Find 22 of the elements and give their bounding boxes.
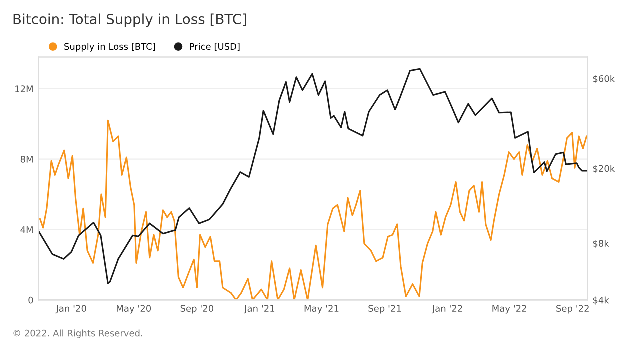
x-tick-label: Sep '20 (180, 305, 214, 314)
x-tick-label: May '22 (492, 305, 526, 314)
x-tick-label: Jan '21 (244, 305, 275, 314)
chart-title: Bitcoin: Total Supply in Loss [BTC] (14, 14, 246, 28)
x-tick-label: May '20 (117, 305, 152, 314)
y-tick-label: 0 (28, 296, 34, 304)
x-tick-label: May '21 (304, 305, 339, 314)
y-tick-label: 4M (20, 226, 33, 234)
legend-label: Supply in Loss [BTC] (64, 43, 156, 52)
line-series (38, 68, 588, 284)
text: © 2022. All Rights Reserved. (14, 330, 142, 338)
y2-tick-label: $4k (593, 296, 610, 305)
legend-label: Price [USD] (190, 43, 240, 52)
x-tick-label: Jan '22 (432, 305, 462, 314)
y2-tick-label: $8k (593, 240, 610, 248)
x-tick-label: Sep '22 (556, 305, 589, 314)
y-tick-label: 12M (16, 86, 33, 92)
x-tick-label: Jan '20 (56, 305, 86, 314)
y2-tick-label: $20k (593, 165, 616, 174)
y-tick-label: 8M (20, 156, 33, 163)
y2-tick-label: $60k (593, 75, 616, 84)
x-tick-label: Sep '21 (368, 305, 402, 314)
